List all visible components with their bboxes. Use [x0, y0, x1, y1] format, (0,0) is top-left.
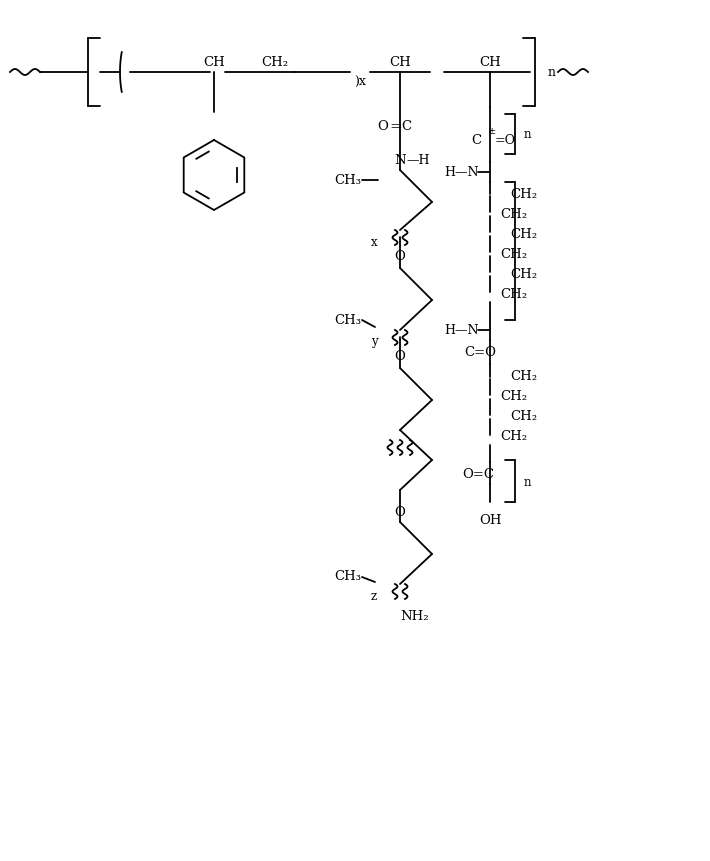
Text: O: O: [378, 121, 388, 133]
Text: CH₃: CH₃: [334, 313, 361, 326]
Text: x: x: [371, 236, 377, 249]
Text: CH₂: CH₂: [510, 411, 537, 424]
Text: =O: =O: [495, 133, 516, 146]
Text: O=C: O=C: [462, 468, 494, 480]
Text: O: O: [395, 505, 405, 518]
Text: CH₂: CH₂: [510, 268, 537, 281]
Text: n: n: [548, 66, 556, 79]
Text: ±: ±: [488, 127, 496, 137]
Text: N: N: [394, 153, 406, 166]
Text: H—N: H—N: [444, 324, 479, 337]
Text: CH₂: CH₂: [510, 227, 537, 240]
Text: CH₂: CH₂: [500, 247, 527, 261]
Text: CH: CH: [203, 55, 225, 69]
Text: CH₂: CH₂: [510, 188, 537, 201]
Text: —H: —H: [406, 153, 430, 166]
Text: H—N: H—N: [444, 165, 479, 178]
Text: CH₂: CH₂: [261, 55, 288, 69]
Text: z: z: [371, 591, 377, 604]
Text: CH₂: CH₂: [500, 391, 527, 404]
Text: O: O: [395, 251, 405, 263]
Text: C: C: [401, 121, 411, 133]
Text: CH: CH: [389, 55, 411, 69]
Text: O: O: [395, 350, 405, 363]
Text: n: n: [524, 475, 532, 488]
Text: n: n: [524, 127, 532, 140]
Text: CH₃: CH₃: [334, 571, 361, 584]
Text: CH₃: CH₃: [334, 174, 361, 187]
Text: CH: CH: [479, 55, 501, 69]
Text: CH₂: CH₂: [500, 430, 527, 443]
Text: CH₂: CH₂: [500, 208, 527, 220]
Text: OH: OH: [479, 513, 501, 526]
Text: C: C: [471, 133, 481, 146]
Text: NH₂: NH₂: [400, 610, 430, 623]
Text: CH₂: CH₂: [510, 370, 537, 383]
Text: )x: )x: [354, 76, 366, 89]
Text: CH₂: CH₂: [500, 288, 527, 300]
Text: y: y: [371, 336, 377, 349]
Text: =: =: [390, 120, 403, 134]
Text: C=O: C=O: [464, 345, 496, 358]
